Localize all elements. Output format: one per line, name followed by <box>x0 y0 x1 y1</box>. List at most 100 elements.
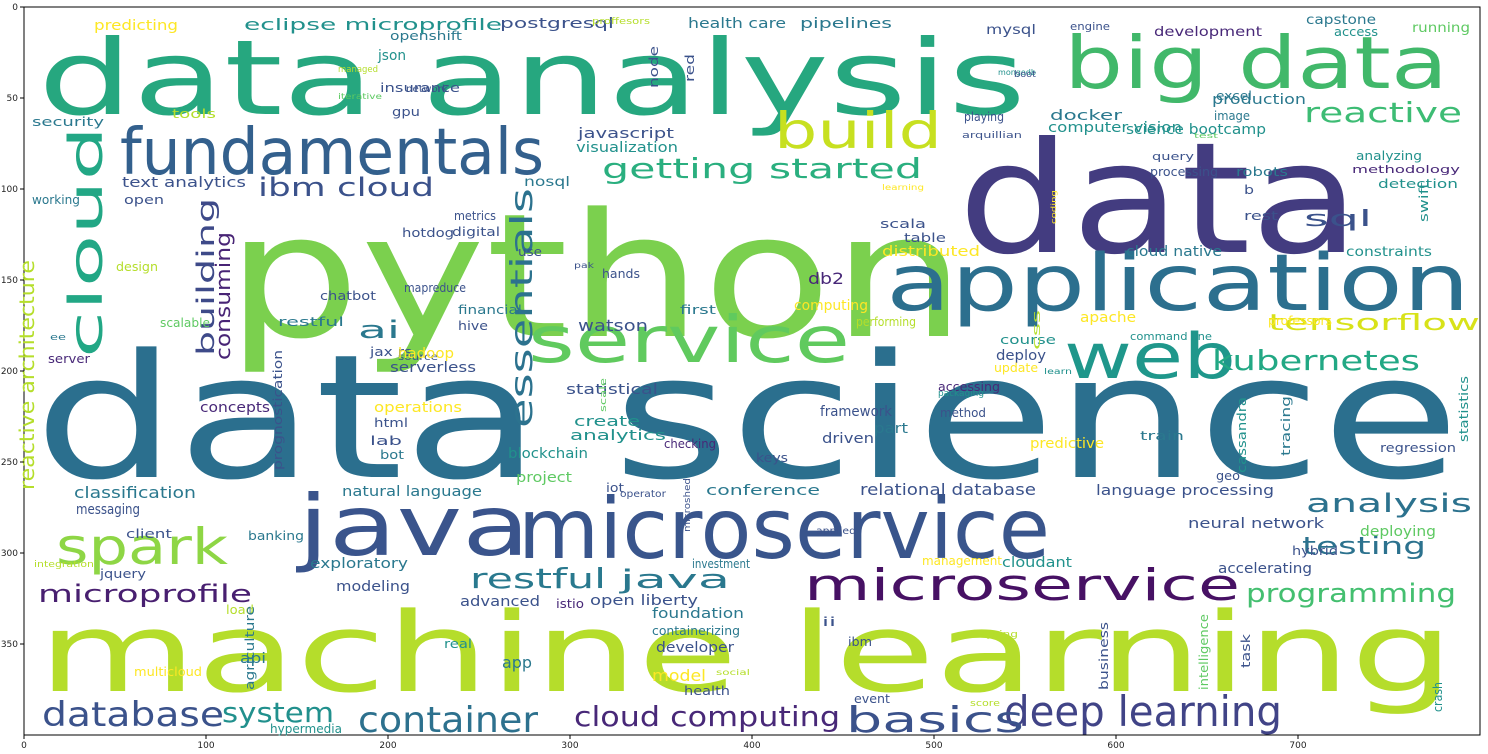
word: ai <box>358 316 400 344</box>
word: production <box>1212 92 1306 108</box>
word: ee <box>50 333 67 343</box>
word: natural language <box>342 484 482 500</box>
word: api <box>240 651 266 667</box>
word: b <box>1244 183 1254 197</box>
word: network <box>406 84 448 95</box>
word: data science <box>34 317 1460 518</box>
word: coding <box>1050 190 1058 224</box>
word: cassandra <box>1235 397 1249 473</box>
word: messaging <box>76 502 140 518</box>
word: prognostication <box>271 350 285 470</box>
word: microservice <box>518 480 1050 578</box>
word: microshed <box>683 478 693 532</box>
word: json <box>377 48 406 64</box>
word: db2 <box>808 269 844 288</box>
word: serverless <box>390 360 476 376</box>
word: analysis <box>1306 489 1472 519</box>
x-tick-label: 500 <box>925 741 942 751</box>
word: load <box>226 603 254 617</box>
word: apache <box>1080 310 1136 326</box>
word: pipelines <box>800 16 892 32</box>
word: advanced <box>460 594 540 610</box>
word: analyzing <box>1356 149 1422 163</box>
word: visualization <box>576 140 678 156</box>
word: hotdog <box>402 226 454 240</box>
y-tick-label: 300 <box>1 549 18 559</box>
word: exploratory <box>310 556 408 572</box>
word: agriculture <box>243 606 257 690</box>
x-axis: 0 100 200 300 400 500 600 700 <box>21 735 1307 751</box>
word: istio <box>556 597 584 611</box>
y-tick-label: 150 <box>1 276 18 286</box>
word: containerizing <box>652 624 740 638</box>
word: hive <box>458 319 488 333</box>
word: scale <box>599 377 609 412</box>
word: hadoop <box>398 346 454 362</box>
word: build <box>774 102 942 160</box>
word: business <box>1097 622 1111 690</box>
word: deploy <box>996 348 1046 364</box>
word: tools <box>172 107 216 121</box>
word: reactive architecture <box>15 260 39 490</box>
word: constraints <box>1346 245 1432 260</box>
word: client <box>126 527 172 541</box>
word: foundation <box>652 606 744 622</box>
word: working <box>32 193 80 207</box>
word: jquery <box>99 567 146 581</box>
word: driven <box>822 431 874 447</box>
word: fundamentals <box>120 116 544 190</box>
word: insurance <box>380 81 460 95</box>
word: predictive <box>1030 436 1104 452</box>
word: statistical <box>566 382 658 398</box>
word: cloudant <box>1002 555 1073 571</box>
word: spark <box>56 518 228 576</box>
word: python <box>226 176 966 377</box>
plot-frame <box>23 6 1481 736</box>
word: science bootcamp <box>1126 122 1266 138</box>
word: pak <box>574 261 594 270</box>
word: docker <box>1050 108 1122 124</box>
word: bot <box>380 448 404 462</box>
word: predicting <box>94 18 178 34</box>
word: event <box>854 692 890 706</box>
word: operator <box>620 489 667 500</box>
x-tick-label: 400 <box>743 741 760 751</box>
word: checking <box>664 437 716 451</box>
word: command line <box>1130 330 1212 343</box>
word: create <box>574 414 640 430</box>
word: big data <box>1064 21 1448 105</box>
word: professors <box>1268 314 1332 328</box>
y-tick-label: 100 <box>1 185 18 195</box>
word: health <box>684 684 730 698</box>
word: statistics <box>1457 376 1471 442</box>
word: lab <box>370 434 402 448</box>
word: cloud <box>59 126 113 358</box>
word: ii <box>822 615 836 629</box>
word: building <box>192 198 220 356</box>
word: classification <box>74 483 196 502</box>
word: regression <box>1380 441 1456 455</box>
word: chatbot <box>320 289 376 303</box>
x-tick-label: 300 <box>561 741 578 751</box>
word: postgresql <box>500 16 614 32</box>
word: proffesors <box>592 17 650 27</box>
word: operations <box>374 400 462 416</box>
word: packaging <box>938 389 984 399</box>
word: multicloud <box>134 665 202 679</box>
word: learning <box>882 183 924 192</box>
word: accelerating <box>1218 561 1312 577</box>
word: iterative <box>338 92 382 101</box>
word: detection <box>1378 177 1458 191</box>
word: html <box>374 416 408 430</box>
word: node <box>647 46 661 88</box>
x-tick-label: 700 <box>1289 741 1306 751</box>
word: reactive <box>1304 96 1462 129</box>
word: hybrid <box>1292 544 1338 558</box>
word: kubernetes <box>1212 344 1420 377</box>
word: mapreduce <box>404 281 466 295</box>
word: update <box>994 361 1038 375</box>
word: managed <box>338 65 378 75</box>
word: crash <box>1431 682 1445 712</box>
word: microservice <box>804 560 1240 611</box>
